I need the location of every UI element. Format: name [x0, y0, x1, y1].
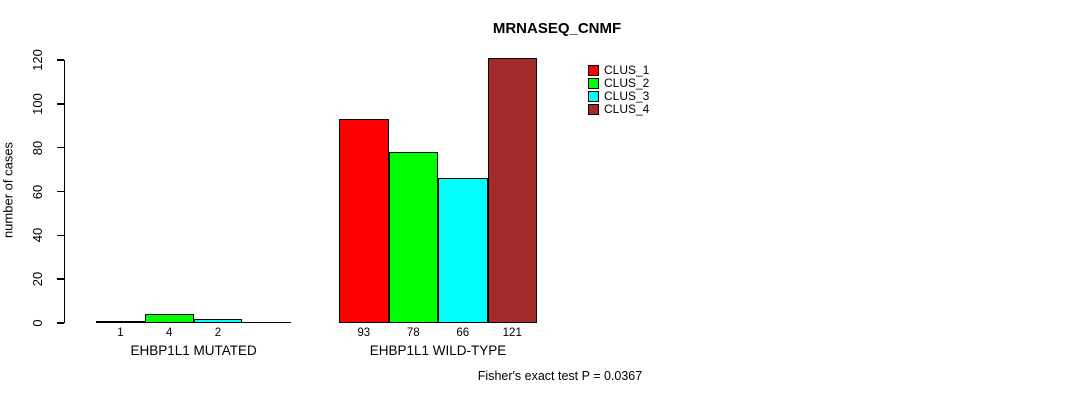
- legend-item-clus_1: CLUS_1: [588, 64, 649, 77]
- bar-clus_4-group1: [242, 321, 292, 323]
- legend-item-clus_2: CLUS_2: [588, 77, 649, 90]
- legend-label: CLUS_4: [604, 102, 650, 116]
- bar-value-label: 2: [214, 327, 222, 339]
- bar-value-label: 121: [502, 327, 522, 339]
- y-tick: [57, 322, 64, 324]
- y-axis-line: [63, 60, 65, 323]
- y-tick-label: 0: [29, 319, 45, 327]
- y-tick-label: 60: [29, 184, 45, 199]
- bar-clus_2-group1: [144, 314, 194, 323]
- legend-label: CLUS_1: [604, 63, 650, 77]
- bar-clus_3-group1: [193, 318, 243, 323]
- y-tick: [57, 103, 64, 105]
- legend: CLUS_1 CLUS_2 CLUS_3 CLUS_4: [588, 64, 649, 116]
- y-tick: [57, 146, 64, 149]
- bar-value-label: 66: [456, 327, 470, 339]
- legend-label: CLUS_2: [604, 76, 650, 90]
- legend-swatch-clus_1: [588, 65, 599, 76]
- bar-value-label: 1: [117, 327, 124, 339]
- legend-swatch-clus_3: [588, 91, 599, 102]
- y-tick-label: 80: [29, 140, 45, 155]
- legend-swatch-clus_4: [588, 104, 599, 115]
- bar-clus_2-group2: [388, 152, 438, 323]
- bar-clus_1-group2: [339, 119, 389, 323]
- bar-clus_4-group2: [487, 57, 537, 323]
- legend-label: CLUS_3: [604, 89, 650, 103]
- y-tick: [57, 59, 64, 61]
- y-tick-label: 20: [29, 271, 45, 287]
- legend-swatch-clus_2: [588, 78, 599, 89]
- y-tick: [57, 234, 64, 237]
- y-tick-label: 100: [29, 92, 45, 115]
- legend-item-clus_3: CLUS_3: [588, 90, 649, 103]
- bar-clus_3-group2: [438, 178, 488, 323]
- y-tick-label: 120: [29, 49, 45, 71]
- bar-value-label: 78: [406, 327, 420, 339]
- group-label: EHBP1L1 WILD-TYPE: [369, 343, 507, 358]
- bar-value-label: 93: [357, 327, 371, 339]
- bar-clus_1-group1: [96, 320, 145, 323]
- y-tick-label: 40: [29, 228, 45, 243]
- y-tick: [57, 190, 64, 193]
- fisher-test-annotation: Fisher's exact test P = 0.0367: [477, 369, 643, 383]
- legend-item-clus_4: CLUS_4: [588, 103, 649, 116]
- bar-value-label: 4: [165, 327, 173, 339]
- y-tick: [57, 278, 64, 280]
- chart-title: MRNASEQ_CNMF: [492, 20, 622, 37]
- group-label: EHBP1L1 MUTATED: [130, 343, 257, 358]
